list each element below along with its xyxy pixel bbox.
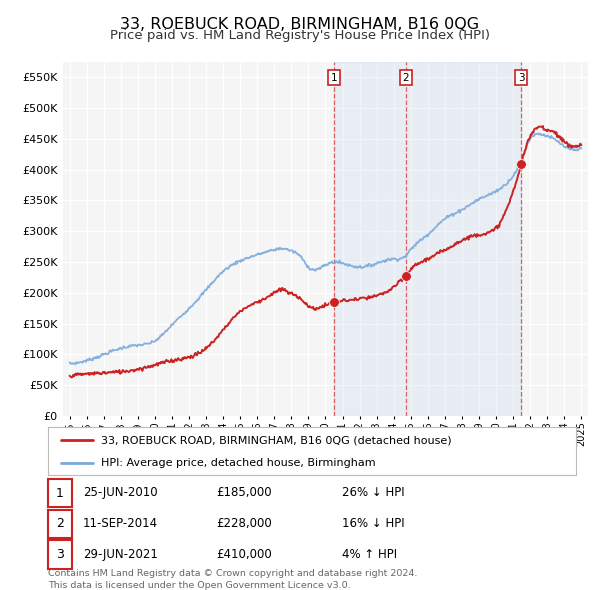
Text: HPI: Average price, detached house, Birmingham: HPI: Average price, detached house, Birm… (101, 458, 376, 468)
Text: 3: 3 (56, 548, 64, 561)
Text: 2: 2 (403, 73, 409, 83)
Text: 3: 3 (518, 73, 524, 83)
Text: £410,000: £410,000 (216, 548, 272, 560)
Text: Price paid vs. HM Land Registry's House Price Index (HPI): Price paid vs. HM Land Registry's House … (110, 30, 490, 42)
Text: 33, ROEBUCK ROAD, BIRMINGHAM, B16 0QG: 33, ROEBUCK ROAD, BIRMINGHAM, B16 0QG (121, 17, 479, 31)
Text: 25-JUN-2010: 25-JUN-2010 (83, 486, 157, 499)
Text: 11-SEP-2014: 11-SEP-2014 (83, 517, 158, 530)
Text: 29-JUN-2021: 29-JUN-2021 (83, 548, 158, 560)
Text: 26% ↓ HPI: 26% ↓ HPI (342, 486, 404, 499)
Text: 16% ↓ HPI: 16% ↓ HPI (342, 517, 404, 530)
Text: 1: 1 (331, 73, 337, 83)
Text: £228,000: £228,000 (216, 517, 272, 530)
Text: Contains HM Land Registry data © Crown copyright and database right 2024.
This d: Contains HM Land Registry data © Crown c… (48, 569, 418, 590)
Text: 1: 1 (56, 487, 64, 500)
Bar (334, 62, 521, 416)
Text: 33, ROEBUCK ROAD, BIRMINGHAM, B16 0QG (detached house): 33, ROEBUCK ROAD, BIRMINGHAM, B16 0QG (d… (101, 435, 451, 445)
Text: 4% ↑ HPI: 4% ↑ HPI (342, 548, 397, 560)
Text: £185,000: £185,000 (216, 486, 272, 499)
Text: 2: 2 (56, 517, 64, 530)
